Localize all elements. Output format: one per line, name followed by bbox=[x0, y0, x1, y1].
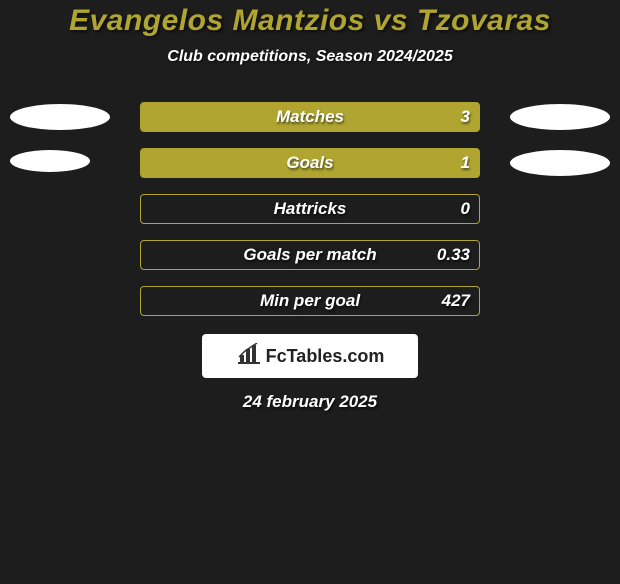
stat-value: 427 bbox=[442, 291, 470, 311]
stat-row: Goals 1 bbox=[0, 148, 620, 178]
source-logo-text: FcTables.com bbox=[266, 346, 385, 367]
player-marker-left bbox=[10, 150, 90, 172]
stat-label: Hattricks bbox=[274, 199, 347, 219]
player-marker-right bbox=[510, 104, 610, 130]
player-marker-right bbox=[510, 150, 610, 176]
stat-value: 0 bbox=[461, 199, 470, 219]
stat-label: Goals bbox=[286, 153, 333, 173]
stat-value: 0.33 bbox=[437, 245, 470, 265]
bar-chart-icon bbox=[236, 343, 262, 370]
stat-label: Goals per match bbox=[243, 245, 376, 265]
snapshot-date: 24 february 2025 bbox=[0, 392, 620, 412]
stat-label: Min per goal bbox=[260, 291, 360, 311]
stat-label: Matches bbox=[276, 107, 344, 127]
stat-value: 1 bbox=[461, 153, 470, 173]
source-logo: FcTables.com bbox=[202, 334, 418, 378]
stats-chart: Matches 3 Goals 1 Hattricks 0 Goals per match 0… bbox=[0, 102, 620, 316]
stat-row: Min per goal 427 bbox=[0, 286, 620, 316]
stat-row: Matches 3 bbox=[0, 102, 620, 132]
comparison-subtitle: Club competitions, Season 2024/2025 bbox=[0, 48, 620, 66]
stat-value: 3 bbox=[461, 107, 470, 127]
stat-row: Goals per match 0.33 bbox=[0, 240, 620, 270]
stat-row: Hattricks 0 bbox=[0, 194, 620, 224]
comparison-title: Evangelos Mantzios vs Tzovaras bbox=[0, 4, 620, 38]
player-marker-left bbox=[10, 104, 110, 130]
